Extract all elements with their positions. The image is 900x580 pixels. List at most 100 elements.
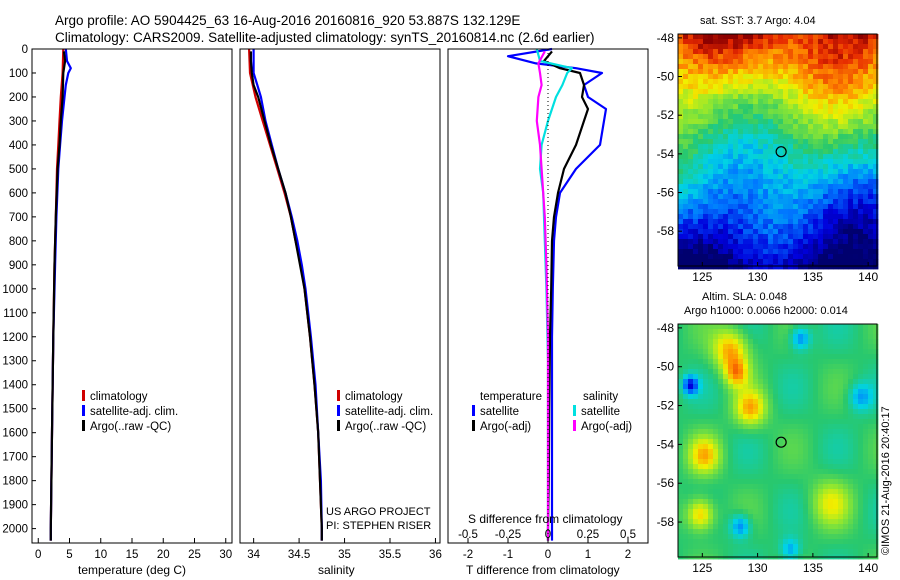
- map-cell: [748, 159, 754, 165]
- map-cell: [818, 249, 824, 255]
- map-cell: [843, 74, 849, 80]
- map-cell: [798, 479, 804, 485]
- map-cell: [823, 219, 829, 225]
- map-cell: [783, 244, 789, 250]
- map-cell: [868, 249, 874, 255]
- map-cell: [823, 94, 829, 100]
- map-cell: [748, 344, 754, 350]
- map-cell: [833, 384, 839, 390]
- map-cell: [773, 434, 779, 440]
- map-cell: [828, 74, 834, 80]
- map-cell: [838, 164, 844, 170]
- map-cell: [693, 494, 699, 500]
- map-cell: [868, 354, 874, 360]
- map-cell: [803, 519, 809, 525]
- map-cell: [718, 159, 724, 165]
- map-cell: [783, 339, 789, 345]
- map-cell: [853, 244, 859, 250]
- map-cell: [733, 434, 739, 440]
- map-cell: [838, 89, 844, 95]
- map-cell: [793, 329, 799, 335]
- map-cell: [728, 74, 734, 80]
- map-cell: [873, 109, 879, 115]
- map-cell: [803, 129, 809, 135]
- map-cell: [768, 464, 774, 470]
- map-cell: [868, 94, 874, 100]
- map-cell: [703, 504, 709, 510]
- map-cell: [693, 124, 699, 130]
- map-cell: [798, 149, 804, 155]
- map-cell: [863, 519, 869, 525]
- series-line-argoadj: [535, 50, 550, 541]
- map-cell: [778, 179, 784, 185]
- map-cell: [848, 359, 854, 365]
- map-cell: [763, 474, 769, 480]
- map-cell: [793, 259, 799, 265]
- map-cell: [748, 254, 754, 260]
- map-cell: [828, 344, 834, 350]
- map-cell: [703, 189, 709, 195]
- map-cell: [838, 334, 844, 340]
- map-cell: [778, 424, 784, 430]
- map-cell: [733, 379, 739, 385]
- map-cell: [773, 329, 779, 335]
- map-cell: [718, 179, 724, 185]
- map-cell: [773, 239, 779, 245]
- map-cell: [773, 519, 779, 525]
- map-cell: [763, 39, 769, 45]
- map-cell: [843, 54, 849, 60]
- map-cell: [768, 394, 774, 400]
- map-cell: [863, 524, 869, 530]
- sdiff-xlabel: S difference from climatology: [468, 512, 623, 526]
- map-cell: [683, 94, 689, 100]
- map-cell: [763, 189, 769, 195]
- map-cell: [688, 339, 694, 345]
- map-cell: [688, 359, 694, 365]
- map-cell: [693, 369, 699, 375]
- map-cell: [823, 544, 829, 550]
- map-cell: [758, 179, 764, 185]
- map-cell: [708, 94, 714, 100]
- map-cell: [863, 349, 869, 355]
- map-cell: [678, 414, 684, 420]
- map-cell: [748, 189, 754, 195]
- map-cell: [693, 384, 699, 390]
- map-cell: [698, 539, 704, 545]
- map-cell: [838, 364, 844, 370]
- map-cell: [848, 449, 854, 455]
- map-cell: [698, 99, 704, 105]
- map-cell: [843, 344, 849, 350]
- map-cell: [858, 44, 864, 50]
- map-cell: [723, 89, 729, 95]
- map-cell: [698, 519, 704, 525]
- map-cell: [718, 469, 724, 475]
- map-cell: [748, 204, 754, 210]
- map-cell: [738, 259, 744, 265]
- map-cell: [833, 94, 839, 100]
- series-line-satellite: [506, 47, 608, 541]
- map-cell: [763, 79, 769, 85]
- map-cell: [838, 404, 844, 410]
- map-cell: [803, 254, 809, 260]
- map-y-tick-label: -52: [657, 399, 675, 413]
- map-cell: [713, 474, 719, 480]
- map-cell: [743, 494, 749, 500]
- map-cell: [853, 54, 859, 60]
- map-cell: [798, 449, 804, 455]
- map-cell: [733, 449, 739, 455]
- map-cell: [838, 464, 844, 470]
- map-cell: [728, 204, 734, 210]
- map-cell: [688, 549, 694, 555]
- map-cell: [813, 349, 819, 355]
- map-cell: [703, 449, 709, 455]
- map-cell: [708, 49, 714, 55]
- map-cell: [843, 129, 849, 135]
- map-cell: [858, 134, 864, 140]
- map-cell: [683, 214, 689, 220]
- map-cell: [838, 234, 844, 240]
- map-cell: [858, 404, 864, 410]
- map-cell: [698, 369, 704, 375]
- map-cell: [843, 504, 849, 510]
- map-cell: [778, 409, 784, 415]
- map-cell: [858, 334, 864, 340]
